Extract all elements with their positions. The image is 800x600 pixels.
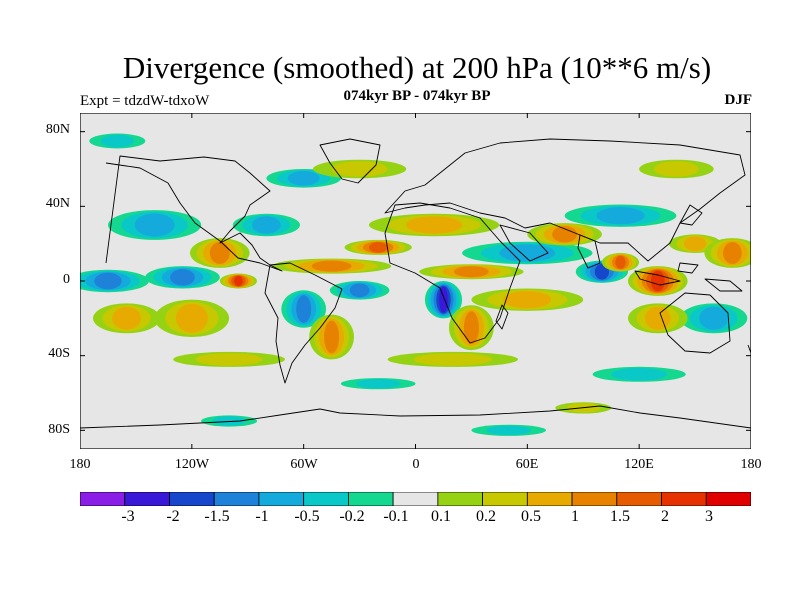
- divergence-region: [195, 353, 263, 366]
- divergence-region: [287, 171, 320, 186]
- divergence-region: [112, 306, 141, 330]
- divergence-region: [413, 353, 492, 366]
- colorbar-label: 0.1: [431, 508, 451, 525]
- divergence-map: [80, 113, 751, 449]
- colorbar-swatch: [213, 492, 260, 506]
- colorbar-label: 0.5: [521, 508, 541, 525]
- divergence-region: [503, 291, 552, 309]
- divergence-region: [611, 368, 668, 381]
- colorbar-swatch: [437, 492, 483, 506]
- divergence-region: [311, 260, 352, 272]
- divergence-region: [212, 416, 246, 426]
- colorbar-swatch: [80, 492, 126, 506]
- colorbar-swatch: [616, 492, 662, 506]
- colorbar-label: -1: [255, 508, 269, 525]
- divergence-region: [463, 311, 479, 345]
- colorbar-label: -1.5: [204, 508, 230, 525]
- divergence-region: [499, 244, 556, 262]
- divergence-region: [406, 216, 463, 234]
- colorbar-label: -0.2: [339, 508, 365, 525]
- divergence-region: [134, 213, 175, 237]
- experiment-label: Expt = tdzdW-tdxoW: [80, 93, 210, 109]
- lat-label-0: 0: [63, 272, 70, 287]
- colorbar-label: -3: [121, 508, 135, 525]
- colorbar-swatch: [571, 492, 618, 506]
- divergence-region: [234, 275, 243, 287]
- lon-label-120w: 120W: [174, 457, 210, 472]
- colorbar-swatch: [169, 492, 215, 506]
- map-ticks: [80, 113, 751, 449]
- colorbar-swatch: [392, 492, 439, 506]
- divergence-region: [683, 236, 707, 251]
- lon-label-60e: 60E: [515, 457, 539, 472]
- lon-label-60w: 60W: [290, 457, 318, 472]
- colorbar-label: 2: [661, 508, 669, 525]
- divergence-region: [252, 216, 281, 234]
- divergence-region: [723, 242, 742, 264]
- colorbar: [80, 492, 751, 506]
- season-label: DJF: [724, 92, 753, 108]
- colorbar-swatch: [526, 492, 573, 506]
- lat-label-40N: 40N: [45, 196, 70, 211]
- lon-label-0: 0: [412, 457, 420, 472]
- lat-label-80N: 80N: [45, 122, 70, 137]
- lon-label-180w: 180: [69, 457, 91, 472]
- divergence-region: [209, 242, 230, 264]
- colorbar-label: -0.1: [383, 508, 409, 525]
- colorbar-swatch: [258, 492, 305, 506]
- colorbar-label: 1: [571, 508, 579, 525]
- plot-title: Divergence (smoothed) at 200 hPa (10**6 …: [122, 50, 712, 85]
- divergence-region: [100, 134, 135, 148]
- divergence-region: [486, 425, 532, 435]
- colorbar-swatch: [303, 492, 349, 506]
- divergence-region: [170, 269, 195, 286]
- divergence-region: [175, 303, 208, 333]
- divergence-region: [355, 379, 401, 389]
- colorbar-swatch: [661, 492, 707, 506]
- divergence-region: [596, 207, 645, 225]
- colorbar-label: -0.5: [294, 508, 320, 525]
- divergence-region: [331, 161, 388, 177]
- colorbar-label: 3: [705, 508, 713, 525]
- divergence-region: [369, 242, 388, 253]
- divergence-region: [324, 320, 340, 354]
- coastlines: [80, 138, 751, 429]
- time-period-subtitle: 074kyr BP - 074kyr BP: [343, 88, 491, 104]
- divergence-region: [454, 266, 489, 278]
- colorbar-swatch: [705, 492, 751, 506]
- colorbar-label: -2: [166, 508, 180, 525]
- divergence-region: [439, 286, 448, 313]
- lon-label-180e: 180: [740, 457, 762, 472]
- lat-label-40S: 40S: [48, 346, 70, 361]
- colorbar-swatch: [482, 492, 528, 506]
- divergence-region: [349, 283, 370, 298]
- colorbar-swatch: [347, 492, 394, 506]
- lon-label-120e: 120E: [624, 457, 654, 472]
- divergence-region: [699, 306, 729, 330]
- colorbar-label: 0.2: [476, 508, 496, 525]
- divergence-region: [654, 161, 699, 177]
- divergence-region: [94, 272, 122, 290]
- divergence-region: [645, 306, 671, 330]
- divergence-region: [296, 295, 312, 323]
- colorbar-swatch: [124, 492, 170, 506]
- colorbar-label: 1.5: [610, 508, 630, 525]
- lat-label-80S: 80S: [48, 422, 70, 437]
- divergence-region: [615, 255, 626, 269]
- divergence-region: [552, 226, 577, 243]
